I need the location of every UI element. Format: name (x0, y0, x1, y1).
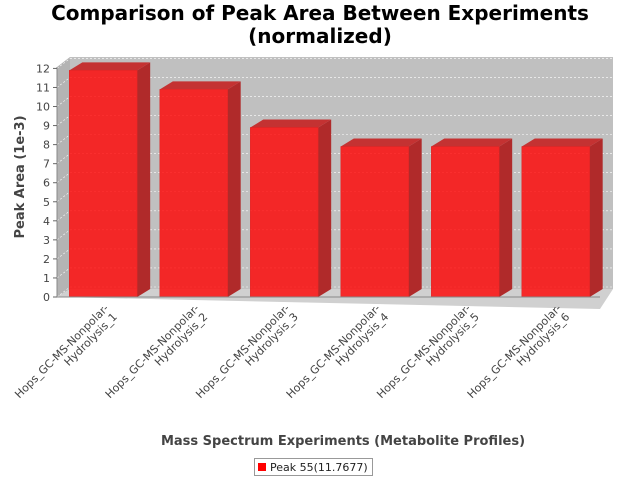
y-tick-label: 4 (43, 215, 50, 228)
y-axis-title: Peak Area (1e-3) (13, 115, 28, 238)
bar-side (137, 62, 151, 298)
x-tick-label-line: Hops_GC-MS-Nonpolar- (12, 302, 111, 401)
gridline-diag (56, 58, 71, 69)
gridline-diag (56, 229, 71, 241)
y-tick-label: 6 (43, 177, 50, 190)
gridline-diag (56, 77, 71, 88)
bar-side (227, 81, 241, 297)
bar-front (69, 70, 138, 298)
gridline-diag (56, 191, 71, 202)
y-tick-label: 8 (43, 139, 50, 152)
bar (250, 119, 332, 298)
x-tick-label-line: Hops_GC-MS-Nonpolar- (193, 302, 292, 401)
bar-top (431, 138, 513, 147)
gridline-diag (56, 153, 71, 164)
y-tick-label: 11 (36, 81, 50, 94)
bar-front (250, 127, 319, 298)
gridline-diag (56, 96, 71, 107)
x-tick-label: Hops_GC-MS-Nonpolar-Hydrolysis_6 (465, 302, 573, 410)
bar-front (159, 89, 228, 298)
bar-top (159, 81, 241, 90)
bar-top (250, 119, 332, 128)
bar-front (431, 146, 500, 298)
bar-top (521, 138, 603, 147)
chart-title: Comparison of Peak Area Between Experime… (0, 2, 640, 48)
gridline-diag (56, 286, 71, 298)
x-tick-label-line: Hops_GC-MS-Nonpolar- (465, 302, 564, 401)
x-tick-label-line: Hops_GC-MS-Nonpolar- (374, 302, 473, 401)
gridline-diag (56, 115, 71, 126)
plot-side-wall (57, 57, 70, 297)
bar-front (340, 146, 409, 298)
bar (159, 81, 241, 298)
gridline-diag (56, 134, 71, 145)
bar (521, 138, 603, 298)
x-tick-label-line: Hops_GC-MS-Nonpolar- (284, 302, 383, 401)
y-tick-label: 3 (43, 234, 50, 247)
bar (69, 62, 151, 298)
gridline-diag (56, 210, 71, 222)
legend-swatch (258, 463, 266, 471)
y-tick-label: 1 (43, 272, 50, 285)
y-tick-label: 0 (43, 291, 50, 304)
bar-side (408, 138, 422, 297)
y-tick-label: 2 (43, 253, 50, 266)
y-tick-label: 12 (36, 62, 50, 75)
gridline-diag (56, 248, 71, 260)
gridline-diag (56, 172, 71, 183)
bars (69, 62, 603, 298)
gridline-diag (56, 267, 71, 279)
y-tick-label: 5 (43, 196, 50, 209)
legend-label: Peak 55(11.7677) (270, 460, 368, 474)
chart-title-line-2: (normalized) (248, 24, 392, 48)
bar-side (589, 138, 603, 297)
bar-top (69, 62, 151, 71)
x-tick-labels: Hops_GC-MS-Nonpolar-Hydrolysis_1Hops_GC-… (12, 302, 573, 410)
bar-top (340, 138, 422, 147)
bar-front (521, 146, 590, 298)
legend: Peak 55(11.7677) (254, 458, 373, 476)
x-tick-label-line: Hops_GC-MS-Nonpolar- (103, 302, 202, 401)
y-tick-label: 7 (43, 158, 50, 171)
x-axis-title: Mass Spectrum Experiments (Metabolite Pr… (161, 434, 525, 449)
chart-title-line-1: Comparison of Peak Area Between Experime… (51, 1, 589, 25)
bar (340, 138, 422, 298)
bar (431, 138, 513, 298)
bar-side (499, 138, 513, 297)
y-tick-label: 10 (36, 101, 50, 114)
y-tick-label: 9 (43, 120, 50, 133)
bar-side (318, 119, 332, 297)
